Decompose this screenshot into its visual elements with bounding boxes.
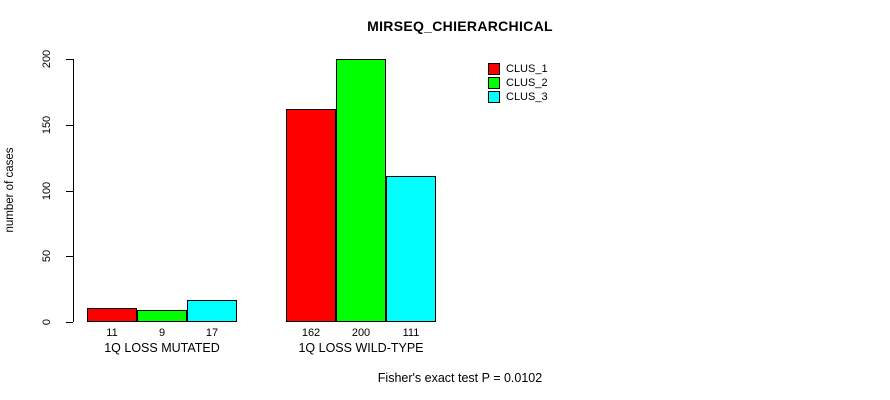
legend-swatch [488,91,500,103]
y-axis-tick-label: 0 [41,318,53,326]
bar-clus_3-2 [386,176,436,322]
bar-value-label: 200 [351,327,371,339]
y-axis-line [73,59,74,322]
legend-label: CLUS_3 [506,90,548,103]
y-axis-tick-label: 50 [41,250,53,263]
category-label: 1Q LOSS WILD-TYPE [298,341,424,355]
bar-value-label: 17 [205,327,219,339]
bar-clus_1-2 [286,108,336,322]
bar-clus_3-1 [187,299,237,322]
bar-value-label: 111 [402,327,420,339]
legend: CLUS_1 CLUS_2 CLUS_3 [488,63,548,105]
bar-value-label: 162 [301,327,321,339]
legend-label: CLUS_2 [506,76,548,89]
bar-clus_2-2 [336,59,386,322]
y-axis-tick-label: 200 [41,49,53,69]
legend-label: CLUS_1 [506,62,548,75]
legend-item: CLUS_1 [488,63,548,75]
y-axis-tick [66,256,73,258]
footer-annotation: Fisher's exact test P = 0.0102 [377,371,543,385]
y-axis-tick [66,322,73,323]
legend-swatch [488,77,500,89]
y-axis-tick-label: 150 [41,115,53,134]
legend-item: CLUS_2 [488,77,548,89]
bar-value-label: 9 [158,327,166,339]
category-label: 1Q LOSS MUTATED [104,341,220,355]
bar-clus_1-1 [87,307,137,322]
y-axis-tick [66,59,73,60]
legend-item: CLUS_3 [488,91,548,103]
chart-title: MIRSEQ_CHIERARCHICAL [367,18,553,34]
bar-value-label: 11 [106,327,118,339]
y-axis-tick-label: 100 [41,181,53,200]
y-axis-tick [66,124,73,126]
y-axis-tick [66,190,73,192]
legend-swatch [488,63,500,75]
bar-clus_2-1 [137,310,187,322]
